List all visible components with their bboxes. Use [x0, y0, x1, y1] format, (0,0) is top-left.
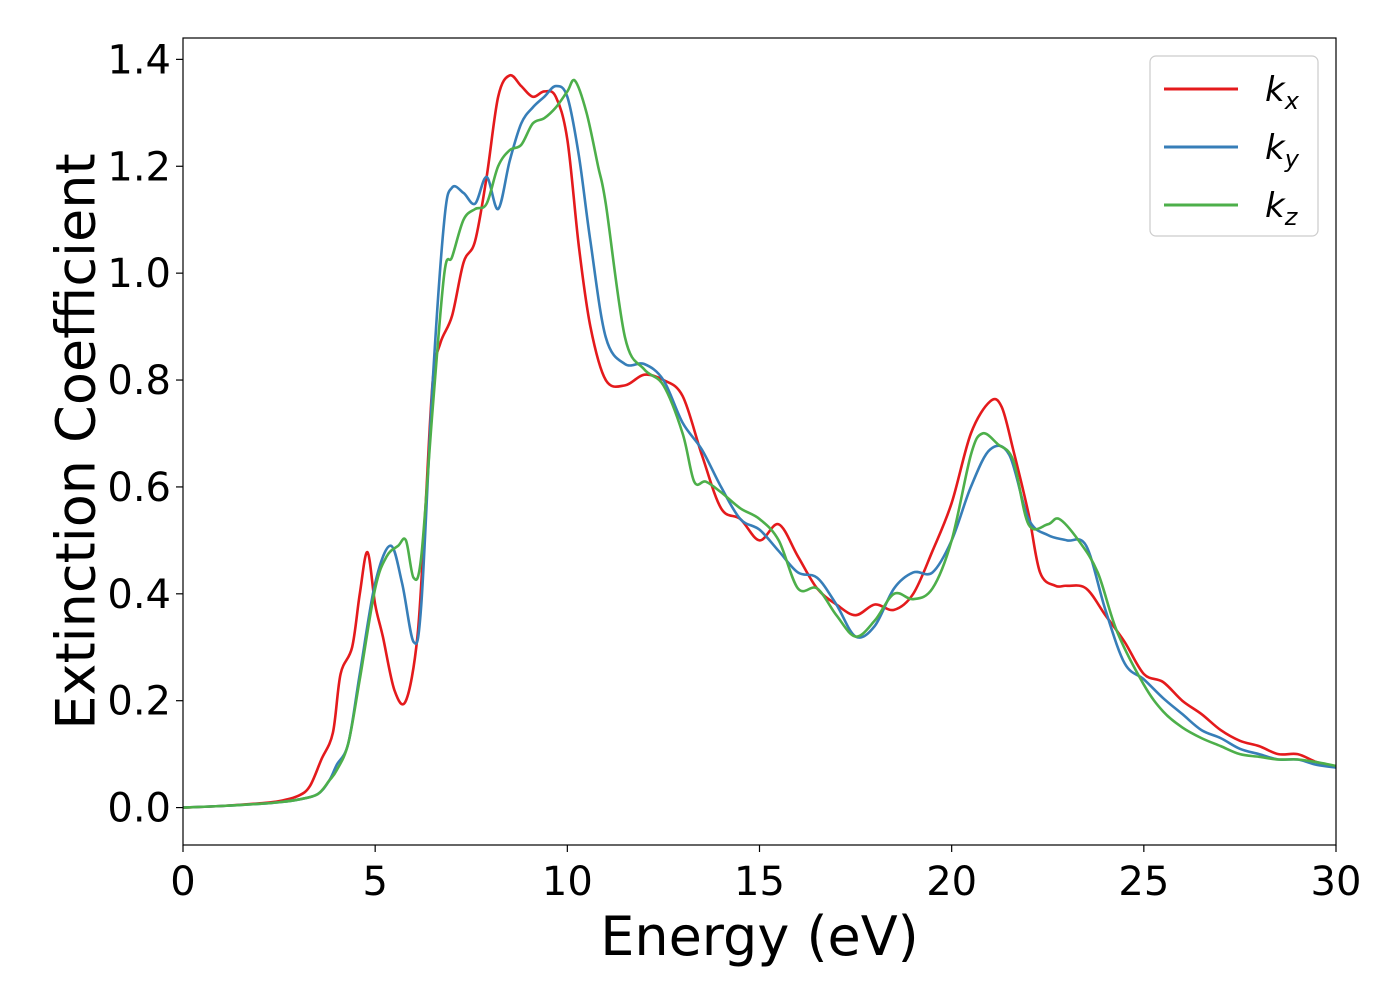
series-line-k-y: [183, 84, 1336, 809]
y-tick-label: 0.6: [107, 465, 171, 511]
series-layer: [183, 73, 1336, 809]
y-tick-label: 0.4: [107, 572, 171, 618]
legend-label-subscript: y: [1284, 145, 1300, 173]
legend-item-k-x: kx: [1164, 70, 1300, 115]
x-axis-ticks: 0 5 10 15 20 25 30: [170, 845, 1361, 905]
x-tick-label: 20: [926, 859, 977, 905]
y-tick-label: 0.0: [107, 786, 171, 832]
series-line-k-z: [183, 78, 1336, 809]
legend-item-k-z: kz: [1164, 186, 1299, 231]
legend-label-base: k: [1265, 128, 1286, 168]
legend-label-subscript: x: [1284, 87, 1300, 115]
legend-item-k-y: ky: [1164, 128, 1300, 173]
legend-label-base: k: [1265, 70, 1286, 110]
y-tick-label: 1.2: [107, 144, 171, 190]
x-axis-label: Energy (eV): [600, 905, 919, 968]
y-tick-label: 1.4: [107, 37, 171, 83]
legend-label: kz: [1265, 186, 1299, 231]
x-tick-label: 5: [362, 859, 387, 905]
y-tick-label: 0.2: [107, 679, 171, 725]
x-tick-label: 25: [1118, 859, 1169, 905]
series-line-k-x: [183, 73, 1336, 809]
y-axis-ticks: 0.0 0.2 0.4 0.6 0.8 1.0 1.2 1.4: [107, 37, 183, 832]
x-tick-label: 0: [170, 859, 195, 905]
x-tick-label: 15: [734, 859, 785, 905]
legend-label-subscript: z: [1284, 203, 1299, 231]
y-tick-label: 0.8: [107, 358, 171, 404]
y-axis-label: Extinction Coefficient: [45, 153, 108, 729]
legend-label: ky: [1265, 128, 1300, 173]
y-tick-label: 1.0: [107, 251, 171, 297]
legend-label-base: k: [1265, 186, 1286, 226]
x-tick-label: 30: [1311, 859, 1362, 905]
legend-label: kx: [1265, 70, 1300, 115]
x-tick-label: 10: [542, 859, 593, 905]
